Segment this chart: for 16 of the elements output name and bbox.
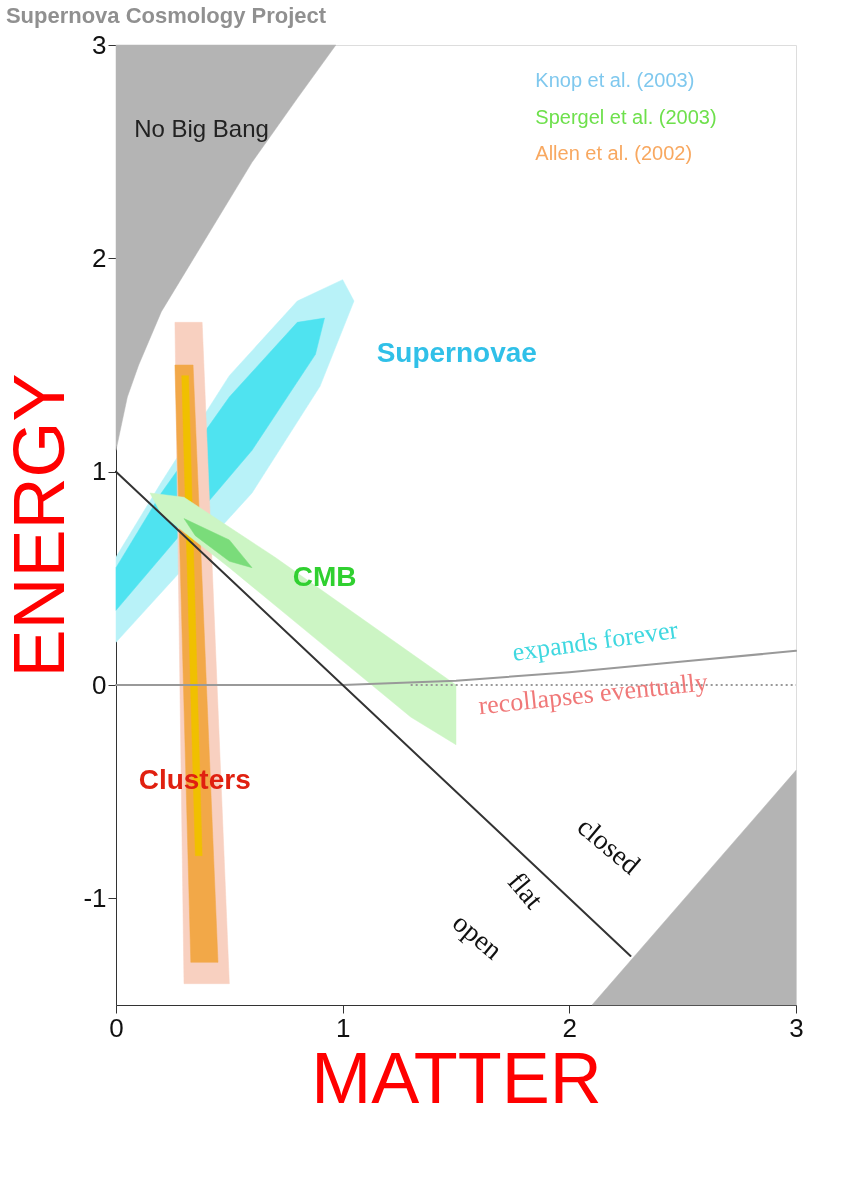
y-tick-label: -1	[83, 882, 107, 913]
series-label: Supernovae	[376, 337, 537, 369]
chart-title: Supernova Cosmology Project	[5, 3, 327, 28]
x-tick-label: 3	[789, 1012, 804, 1043]
y-axis-title: ENERGY	[0, 373, 80, 678]
y-tick-label: 1	[92, 456, 107, 487]
annotation: recollapses eventually	[477, 667, 710, 721]
y-tick-label: 0	[92, 669, 107, 700]
series-label: CMB	[292, 561, 357, 593]
annotation: expands forever	[510, 614, 681, 667]
annotation: Allen et al. (2002)	[535, 141, 693, 164]
y-tick-label: 2	[92, 242, 107, 273]
annotation: Knop et al. (2003)	[535, 69, 695, 92]
annotation: Spergel et al. (2003)	[535, 105, 717, 128]
annotation: No Big Bang	[134, 115, 269, 143]
y-tick-label: 3	[92, 29, 107, 60]
